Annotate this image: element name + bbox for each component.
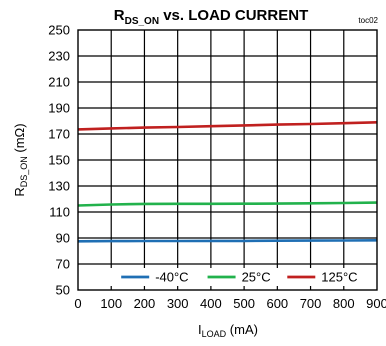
x-tick-label: 800 <box>333 296 355 311</box>
y-axis-label: RDS_ON (mΩ) <box>12 123 29 196</box>
x-tick-label: 700 <box>300 296 322 311</box>
legend-label: 125°C <box>321 270 357 285</box>
y-tick-label: 230 <box>48 49 70 64</box>
x-tick-label: 900 <box>366 296 386 311</box>
y-tick-label: 170 <box>48 127 70 142</box>
x-tick-label: 0 <box>74 296 81 311</box>
y-tick-label: 90 <box>56 231 70 246</box>
x-tick-labels: 0 100 200 300 400 500 600 700 800 900 <box>74 296 386 311</box>
ylabel-unit: (mΩ) <box>12 123 27 156</box>
title-prefix: R <box>114 7 125 24</box>
title-suffix: vs. LOAD CURRENT <box>159 7 308 24</box>
y-tick-label: 250 <box>48 23 70 38</box>
y-tick-label: 110 <box>49 205 70 220</box>
legend-background <box>101 268 371 286</box>
legend-label: -40°C <box>155 270 188 285</box>
y-tick-labels: 250 230 210 190 170 150 130 110 90 70 50 <box>48 23 70 298</box>
grid <box>78 30 377 290</box>
legend: -40°C 25°C 125°C <box>101 268 371 286</box>
series-line-3 <box>77 121 378 131</box>
legend-label: 25°C <box>242 270 271 285</box>
x-tick-label: 100 <box>100 296 122 311</box>
x-tick-label: 200 <box>134 296 156 311</box>
x-tick-label: 400 <box>200 296 222 311</box>
x-tick-label: 600 <box>266 296 288 311</box>
y-tick-label: 190 <box>48 101 70 116</box>
ylabel-main: R <box>12 187 27 196</box>
y-tick-label: 130 <box>48 179 70 194</box>
series-line-2 <box>77 201 378 207</box>
toc-label: toc02 <box>358 16 378 25</box>
xlabel-unit: (mA) <box>226 322 258 337</box>
x-axis-label: ILOAD (mA) <box>198 322 258 339</box>
series-group <box>77 121 378 243</box>
title-subscript: DS_ON <box>125 16 159 27</box>
ylabel-subscript: DS_ON <box>19 156 29 187</box>
y-tick-label: 50 <box>56 283 70 298</box>
chart-title: RDS_ON vs. LOAD CURRENT <box>114 7 308 27</box>
xlabel-main: I <box>198 322 202 337</box>
plot-frame <box>77 29 378 291</box>
y-tick-label: 150 <box>48 153 70 168</box>
y-tick-label: 70 <box>56 257 70 272</box>
y-tick-label: 210 <box>48 75 70 90</box>
x-tick-label: 300 <box>167 296 189 311</box>
series-line-1 <box>77 239 378 243</box>
xlabel-subscript: LOAD <box>202 329 227 339</box>
x-tick-label: 500 <box>233 296 255 311</box>
